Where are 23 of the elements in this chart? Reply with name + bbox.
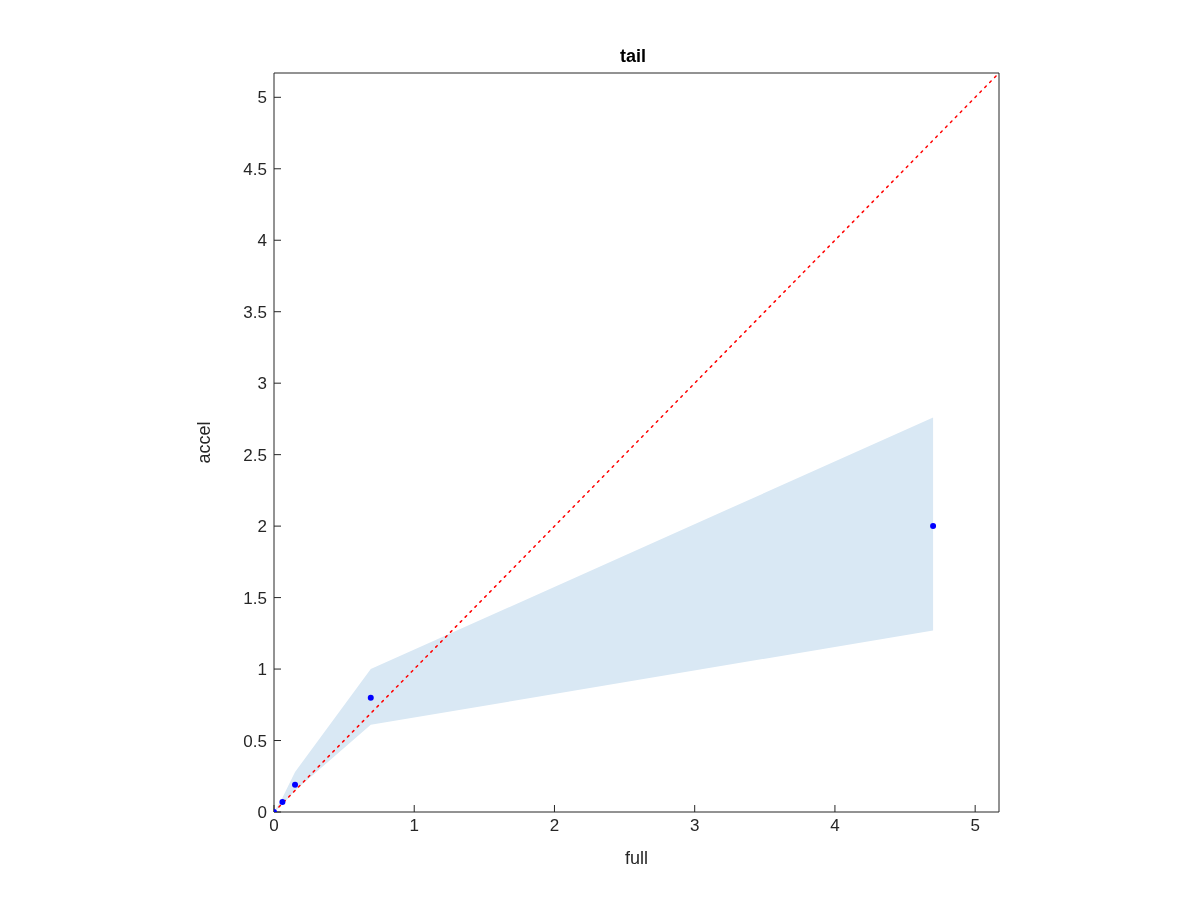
point: [930, 523, 937, 530]
y-tick-label: 2.5: [243, 445, 267, 465]
y-tick-label: 1.5: [243, 588, 267, 608]
x-tick-label: 5: [970, 816, 980, 836]
x-axis-title: full: [624, 848, 649, 868]
point: [292, 781, 299, 788]
point: [367, 694, 374, 701]
chart-title: tail: [619, 46, 647, 67]
y-tick-label: 0.5: [243, 731, 267, 751]
x-tick-label: 2: [549, 816, 560, 836]
y-tick-label: 0: [257, 803, 267, 823]
y-tick-label: 3.5: [243, 302, 267, 322]
y-tick-label: 2: [257, 517, 267, 537]
x-tick-label: 3: [689, 816, 700, 836]
y-tick-label: 1: [257, 660, 267, 680]
y-tick-label: 3: [257, 374, 267, 394]
y-tick-label: 4: [257, 231, 267, 251]
point: [279, 798, 286, 805]
y-tick-label: 4.5: [243, 159, 267, 179]
x-tick-label: 4: [830, 816, 840, 836]
x-tick-label: 1: [409, 816, 419, 836]
y-tick-label: 5: [257, 88, 267, 108]
y-axis-title: accel: [194, 421, 215, 464]
